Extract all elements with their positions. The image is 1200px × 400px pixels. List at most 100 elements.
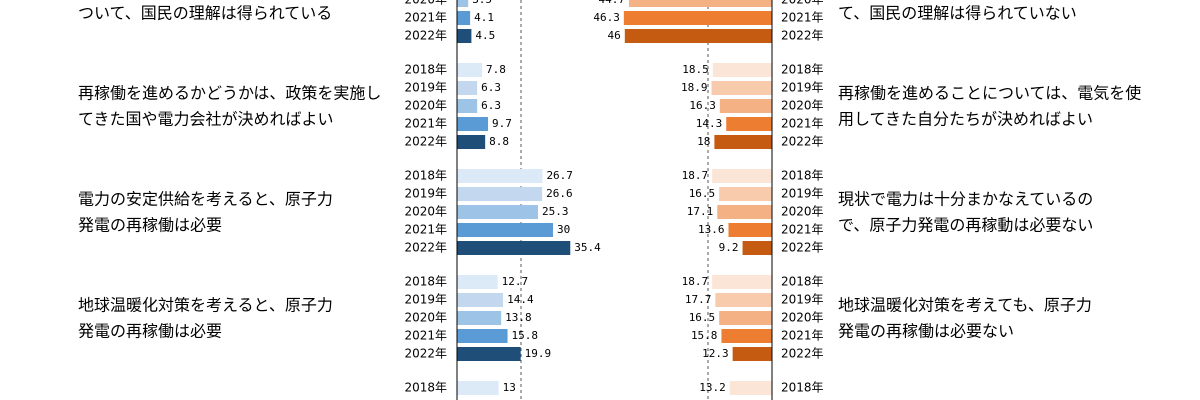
year-label: 2018年 — [781, 169, 824, 183]
bar — [726, 117, 772, 131]
bar — [712, 169, 772, 183]
statement: 再稼働を進めることについては、電気を使 — [838, 84, 1141, 103]
year-label: 2021年 — [404, 117, 447, 131]
year-label: 2018年 — [781, 381, 824, 395]
bar — [457, 205, 538, 219]
year-label: 2021年 — [781, 11, 824, 25]
bar — [457, 11, 471, 25]
year-label: 2021年 — [404, 11, 447, 25]
year-label: 2021年 — [781, 117, 824, 131]
value-label: 6.3 — [481, 81, 501, 94]
bar — [712, 63, 772, 77]
value-label: 13.6 — [698, 223, 725, 236]
bar — [719, 99, 772, 113]
bar — [457, 0, 469, 7]
statement: 地球温暖化対策を考えても、原子力 — [838, 296, 1092, 315]
value-label: 35.4 — [574, 241, 601, 254]
year-label: 2018年 — [404, 381, 447, 395]
year-label: 2020年 — [781, 311, 824, 325]
bar — [457, 29, 472, 43]
value-label: 19.9 — [525, 347, 552, 360]
value-label: 16.5 — [689, 187, 716, 200]
statement: 発電の再稼働は必要 — [78, 216, 222, 235]
bar — [457, 169, 543, 183]
year-label: 2022年 — [781, 241, 824, 255]
value-label: 15.8 — [691, 329, 718, 342]
bar — [712, 275, 772, 289]
year-label: 2018年 — [404, 63, 447, 77]
value-label: 46 — [608, 29, 621, 42]
year-label: 2020年 — [404, 99, 447, 113]
statement: で、原子力発電の再稼動は必要ない — [838, 216, 1093, 235]
year-label: 2022年 — [404, 135, 447, 149]
year-label: 2022年 — [781, 347, 824, 361]
bar — [457, 223, 553, 237]
year-label: 2021年 — [404, 329, 447, 343]
bar — [457, 293, 504, 307]
year-label: 2018年 — [404, 169, 447, 183]
year-label: 2020年 — [781, 205, 824, 219]
year-label: 2021年 — [781, 329, 824, 343]
year-label: 2022年 — [404, 29, 447, 43]
value-label: 12.3 — [702, 347, 729, 360]
value-label: 3.5 — [472, 0, 492, 6]
year-label: 2022年 — [404, 241, 447, 255]
value-label: 26.7 — [546, 169, 573, 182]
bar — [719, 311, 772, 325]
bar — [732, 347, 772, 361]
value-label: 18.7 — [682, 275, 709, 288]
year-label: 2019年 — [404, 293, 447, 307]
year-label: 2019年 — [781, 293, 824, 307]
bar — [457, 347, 521, 361]
bar — [624, 29, 772, 43]
bar — [457, 329, 508, 343]
bar — [457, 275, 498, 289]
value-label: 13.2 — [699, 381, 726, 394]
year-label: 2019年 — [404, 81, 447, 95]
year-label: 2019年 — [404, 187, 447, 201]
value-label: 9.7 — [492, 117, 512, 130]
value-label: 26.6 — [546, 187, 573, 200]
value-label: 7.8 — [486, 63, 506, 76]
value-label: 18.9 — [681, 81, 708, 94]
bar — [714, 135, 772, 149]
value-label: 4.5 — [475, 29, 495, 42]
bar — [457, 135, 486, 149]
bar — [711, 81, 772, 95]
bar — [721, 329, 772, 343]
year-label: 2020年 — [404, 311, 447, 325]
bar — [729, 381, 772, 395]
value-label: 13 — [503, 381, 516, 394]
statement: 用してきた自分たちが決めればよい — [838, 110, 1093, 129]
bar — [457, 381, 499, 395]
year-label: 2021年 — [781, 223, 824, 237]
value-label: 13.8 — [505, 311, 532, 324]
year-label: 2018年 — [781, 63, 824, 77]
bar — [717, 205, 772, 219]
bar — [457, 81, 478, 95]
bar — [457, 187, 543, 201]
statement: て、国民の理解は得られていない — [838, 4, 1077, 23]
value-label: 18 — [697, 135, 710, 148]
statement: 発電の再稼働は必要 — [78, 322, 222, 341]
year-label: 2019年 — [781, 187, 824, 201]
value-label: 30 — [557, 223, 570, 236]
statement: てきた国や電力会社が決めればよい — [78, 110, 334, 129]
value-label: 16.3 — [689, 99, 716, 112]
value-label: 17.1 — [687, 205, 714, 218]
bar — [457, 311, 502, 325]
bar — [457, 117, 489, 131]
year-label: 2020年 — [404, 0, 447, 7]
year-label: 2020年 — [781, 0, 824, 7]
value-label: 16.5 — [689, 311, 716, 324]
statement: 再稼働を進めるかどうかは、政策を実施し — [78, 84, 381, 103]
bar — [728, 223, 772, 237]
year-label: 2022年 — [781, 135, 824, 149]
year-label: 2018年 — [781, 275, 824, 289]
year-label: 2022年 — [781, 29, 824, 43]
year-label: 2020年 — [404, 205, 447, 219]
value-label: 9.2 — [719, 241, 739, 254]
value-label: 4.1 — [474, 11, 494, 24]
bar — [742, 241, 772, 255]
value-label: 25.3 — [542, 205, 569, 218]
